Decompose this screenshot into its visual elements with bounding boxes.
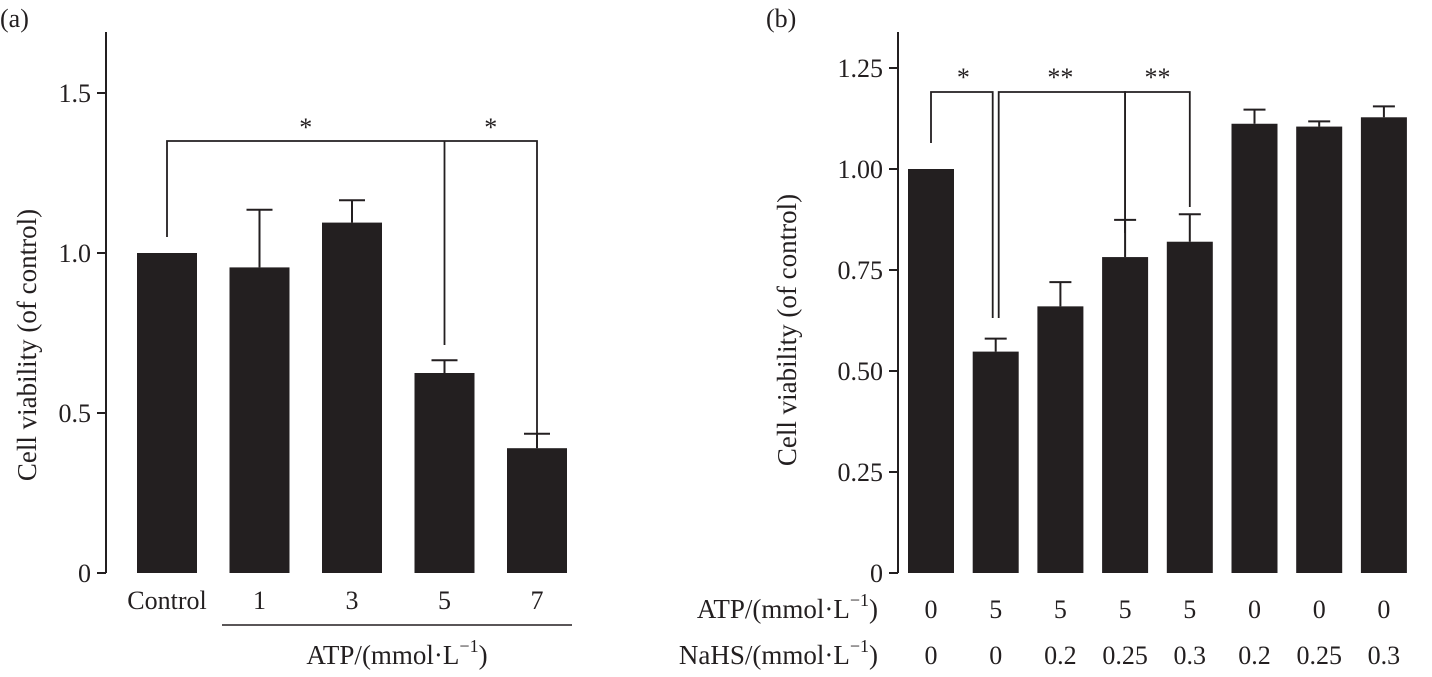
bar <box>1102 257 1149 573</box>
panel-a-significance: * * <box>166 113 538 437</box>
bar <box>322 222 382 573</box>
significance-marker: * <box>957 63 970 92</box>
y-tick-label: 0.75 <box>838 256 884 285</box>
x-tick-label-atp: 5 <box>1119 595 1132 624</box>
panel-a-label: (a) <box>0 4 29 33</box>
significance-marker: ** <box>1047 63 1073 92</box>
x-tick-label-atp: 5 <box>989 595 1002 624</box>
x-tick-label-nahs: 0.3 <box>1368 641 1401 670</box>
panel-a-x-tick-labels: Control 1 3 5 7 <box>127 586 543 615</box>
x-tick-label: 5 <box>438 586 451 615</box>
bar <box>972 351 1019 573</box>
panel-b: (b) 00.250.500.751.001.25 Cell viability… <box>679 4 1407 670</box>
bar <box>1037 306 1084 573</box>
x-tick-label-nahs: 0 <box>989 641 1002 670</box>
panel-a: (a) 0 0.5 1.0 1.5 Cell viability (of contro… <box>0 4 572 670</box>
bar <box>908 169 954 573</box>
panel-b-atp-row-label: ATP/(mmol·L−1) <box>697 590 878 624</box>
panel-b-label: (b) <box>766 4 796 33</box>
y-tick-label: 0.25 <box>838 458 884 487</box>
bar <box>507 448 567 573</box>
panel-a-y-ticks: 0 0.5 1.0 1.5 <box>59 79 106 588</box>
x-tick-label-atp: 0 <box>925 595 938 624</box>
x-tick-label-nahs: 0 <box>925 641 938 670</box>
panel-b-y-ticks: 0 0.25 0.50 0.75 1.00 1.25 <box>838 54 898 588</box>
y-tick-label: 0.5 <box>59 399 92 428</box>
panel-a-bars <box>137 199 567 573</box>
y-tick-label: 0 <box>78 559 91 588</box>
significance-marker: * <box>484 113 497 142</box>
bar <box>1166 241 1213 573</box>
x-tick-label-atp: 0 <box>1248 595 1261 624</box>
significance-marker: * <box>299 113 312 142</box>
x-tick-label-atp: 0 <box>1313 595 1326 624</box>
significance-bracket <box>1124 91 1191 233</box>
panel-b-bars <box>908 105 1407 574</box>
significance-bracket <box>166 140 538 437</box>
x-tick-label-atp: 0 <box>1377 595 1390 624</box>
x-tick-label-nahs: 0.25 <box>1296 641 1342 670</box>
y-tick-label: 1.25 <box>838 54 884 83</box>
panel-b-x-tick-labels: 0 5 5 5 5 0 0 0 0 0 0.2 0.25 0.3 0.2 0.25 0.3 <box>925 595 1401 670</box>
bar <box>1296 126 1343 573</box>
y-tick-label: 1.5 <box>59 79 92 108</box>
x-tick-label-nahs: 0.2 <box>1238 641 1271 670</box>
x-tick-label-nahs: 0.25 <box>1102 641 1148 670</box>
x-tick-label-nahs: 0.2 <box>1044 641 1077 670</box>
x-tick-label: 7 <box>531 586 544 615</box>
x-tick-label-nahs: 0.3 <box>1174 641 1207 670</box>
panel-b-significance: * ** ** <box>930 63 1191 318</box>
significance-marker: ** <box>1144 63 1170 92</box>
x-tick-label: 1 <box>253 586 266 615</box>
bar <box>1231 123 1278 573</box>
y-tick-label: 1.0 <box>59 239 92 268</box>
panel-a-y-axis-label: Cell viability (of control) <box>12 209 42 481</box>
y-tick-label: 0 <box>870 559 883 588</box>
bar <box>229 267 290 573</box>
significance-bracket <box>930 91 994 318</box>
x-tick-label-atp: 5 <box>1054 595 1067 624</box>
bar <box>1360 117 1407 574</box>
x-tick-label-atp: 5 <box>1183 595 1196 624</box>
x-tick-label: Control <box>127 586 206 615</box>
panel-b-y-axis-label: Cell viability (of control) <box>772 194 802 466</box>
panel-b-nahs-row-label: NaHS/(mmol·L−1) <box>679 636 878 670</box>
bar <box>137 253 197 573</box>
panel-a-x-axis-label: ATP/(mmol·L−1) <box>306 636 487 670</box>
x-tick-label: 3 <box>346 586 359 615</box>
y-tick-label: 0.50 <box>838 357 884 386</box>
bar <box>414 373 475 573</box>
y-tick-label: 1.00 <box>838 155 884 184</box>
